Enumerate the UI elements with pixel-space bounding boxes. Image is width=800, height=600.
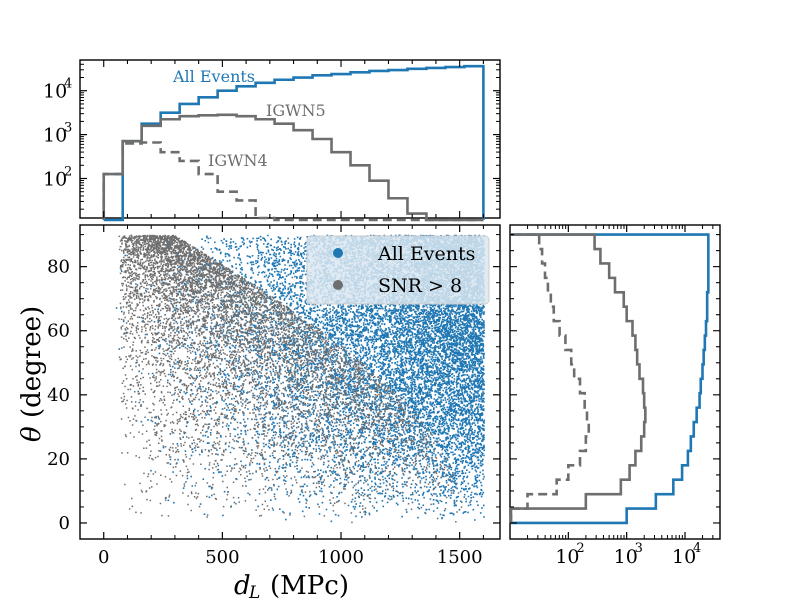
top-y-tick-exponent: 3 xyxy=(64,121,72,136)
y-axis-label-symbol: θ xyxy=(17,426,47,442)
right-histogram: 102 103 104 xyxy=(509,224,721,568)
main-x-tick-label: 1000 xyxy=(318,547,364,568)
main-y-tick-label: 80 xyxy=(47,257,70,278)
y-axis-label-unit: (degree) xyxy=(17,306,47,418)
right-x-tick-exponent: 4 xyxy=(693,541,701,556)
x-axis-label-symbol: d xyxy=(234,571,251,600)
legend-box xyxy=(306,235,490,305)
main-y-tick-label: 40 xyxy=(47,385,70,406)
scatter-points xyxy=(115,234,486,524)
main-y-tick-label: 20 xyxy=(47,449,70,470)
right-hist-igwn5 xyxy=(509,233,647,523)
annotation-all-events: All Events xyxy=(172,67,255,86)
right-x-tick-label: 10 xyxy=(555,546,579,568)
right-x-tick-exponent: 3 xyxy=(635,541,643,556)
x-axis-label-unit: (MPc) xyxy=(270,571,349,600)
legend: All Events SNR > 8 xyxy=(306,235,490,305)
scatter-snr-events xyxy=(118,234,463,524)
right-x-tick-label: 10 xyxy=(672,546,696,568)
y-axis-label: θ (degree) xyxy=(17,306,47,442)
main-x-tick-label: 500 xyxy=(205,547,239,568)
annotation-igwn4: IGWN4 xyxy=(208,151,268,170)
top-y-tick-exponent: 4 xyxy=(64,77,72,92)
top-hist-all-events xyxy=(103,64,485,222)
top-y-tick-label: 10 xyxy=(43,125,67,147)
top-histogram-frame xyxy=(79,59,501,219)
right-x-tick-exponent: 2 xyxy=(576,541,584,556)
annotation-igwn5: IGWN5 xyxy=(266,101,326,120)
right-x-tick-label: 10 xyxy=(614,546,638,568)
main-scatter: 0 500 1000 1500 0 20 40 60 80 All Events SNR > … xyxy=(17,224,501,600)
main-frame xyxy=(79,224,501,540)
right-histogram-frame xyxy=(509,224,721,540)
right-hist-igwn4 xyxy=(509,233,591,523)
legend-marker-snr xyxy=(333,280,343,290)
top-y-tick-label: 10 xyxy=(43,81,67,103)
top-y-tick-label: 10 xyxy=(43,169,67,191)
x-axis-label-subscript: L xyxy=(248,583,260,600)
legend-label-all-events: All Events xyxy=(377,243,475,265)
main-y-tick-label: 60 xyxy=(47,321,70,342)
right-hist-all-events xyxy=(511,233,710,525)
main-x-tick-label: 1500 xyxy=(437,547,483,568)
legend-label-snr: SNR > 8 xyxy=(378,275,462,297)
legend-marker-all-events xyxy=(333,248,343,258)
top-y-tick-exponent: 2 xyxy=(64,165,72,180)
main-x-tick-label: 0 xyxy=(98,547,109,568)
top-hist-igwn4 xyxy=(102,141,484,222)
top-hist-igwn5 xyxy=(102,113,484,222)
main-y-tick-label: 0 xyxy=(59,513,70,534)
